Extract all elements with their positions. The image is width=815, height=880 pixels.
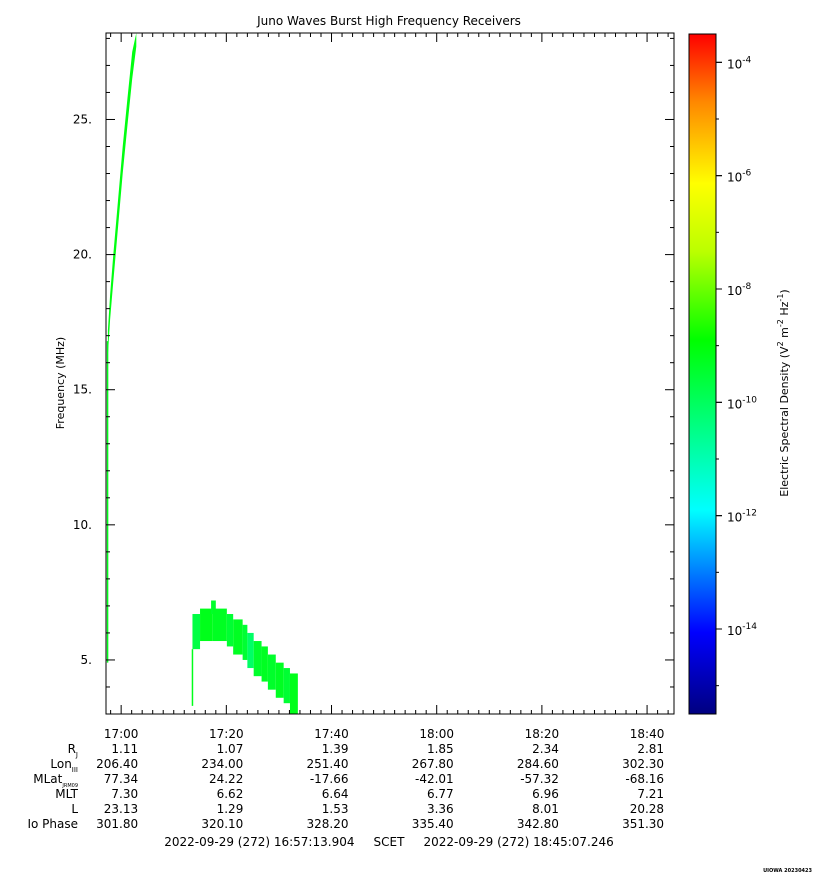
ephemeris-value: 1.29 [217, 802, 244, 816]
y-tick-label: 5. [81, 653, 92, 667]
emission-block-6 [242, 624, 248, 660]
ephemeris-value: 6.64 [322, 787, 349, 801]
emission-block-13 [289, 673, 298, 714]
ephemeris-row-label: MLT [55, 787, 78, 801]
emission-sweep [107, 33, 137, 355]
ephemeris-value: -42.01 [415, 772, 454, 786]
colorbar-label-sup1: 2 [776, 341, 785, 346]
emission-block-0 [192, 614, 201, 650]
ephemeris-value: 23.13 [104, 802, 138, 816]
plot-frame [105, 32, 675, 715]
colorbar-tick-label: 10-4 [727, 55, 752, 71]
colorbar [688, 33, 717, 715]
ephemeris-value: 1.07 [217, 742, 244, 756]
ephemeris-value: -57.32 [520, 772, 559, 786]
ephemeris-value: 302.30 [622, 757, 664, 771]
ephemeris-value: 1.39 [322, 742, 349, 756]
ephemeris-value: 320.10 [201, 817, 243, 831]
y-tick-label: 15. [73, 383, 92, 397]
ephemeris-row-label: MLatJRM09 [33, 772, 78, 789]
ephemeris-value: 1.11 [111, 742, 138, 756]
colorbar-label-mid: m [778, 327, 791, 341]
colorbar-label-mid2: Hz [778, 301, 791, 319]
colorbar-tick-label: 10-12 [727, 509, 757, 525]
x-tick-label: 18:40 [630, 727, 665, 741]
ephemeris-value: 342.80 [517, 817, 559, 831]
x-tick-label: 17:40 [314, 727, 349, 741]
ephemeris-value: -68.16 [625, 772, 664, 786]
emission-block-11 [275, 662, 284, 698]
colorbar-label-sup2: -2 [776, 319, 785, 327]
ephemeris-value: 284.60 [517, 757, 559, 771]
ephemeris-row-label: L [71, 802, 78, 816]
ephemeris-value: 77.34 [104, 772, 138, 786]
ephemeris-value: 1.53 [322, 802, 349, 816]
emission-block-10 [267, 654, 276, 690]
ephemeris-value: 7.30 [111, 787, 138, 801]
colorbar-tick-label: 10-8 [727, 282, 752, 298]
colorbar-tick-label: 10-10 [727, 395, 757, 411]
y-axis-label: Frequency (MHz) [54, 337, 67, 429]
ephemeris-value: 2.34 [532, 742, 559, 756]
ephemeris-value: 7.21 [637, 787, 664, 801]
axes: 5. 10. 15. 20. 25. 17:00 17:20 17:40 18:00 18:20 1… [73, 33, 674, 741]
ephemeris-value: 206.40 [96, 757, 138, 771]
colorbar-label-end: ) [778, 289, 791, 293]
emission-block-5 [233, 619, 243, 655]
y-tick-label: 20. [73, 248, 92, 262]
ephemeris-row-label: RJ [68, 742, 78, 759]
colorbar-label: Electric Spectral Density (V2 m-2 Hz-1) [776, 289, 791, 496]
colorbar-label-start: Electric Spectral Density (V [778, 346, 791, 497]
ephemeris-table: RJ 1.11 1.07 1.39 1.85 2.34 2.81 LonIII 206.40 23… [27, 742, 664, 831]
ephemeris-value: 24.22 [209, 772, 243, 786]
ephemeris-row-label: Io Phase [27, 817, 78, 831]
ephemeris-value: 335.40 [412, 817, 454, 831]
ephemeris-value: 6.96 [532, 787, 559, 801]
emission-block-4 [226, 614, 234, 647]
time-range: 2022-09-29 (272) 16:57:13.904 SCET 2022-… [164, 835, 614, 849]
ephemeris-value: 2.81 [637, 742, 664, 756]
emission-block-1 [200, 608, 213, 642]
y-tick-label: 10. [73, 518, 92, 532]
emission-block-7 [247, 632, 254, 669]
x-tick-label: 18:20 [525, 727, 560, 741]
ephemeris-value: 251.40 [307, 757, 349, 771]
ephemeris-value: 351.30 [622, 817, 664, 831]
colorbar-tick-label: 10-6 [727, 169, 752, 185]
ephemeris-value: -17.66 [310, 772, 349, 786]
y-tick-label: 25. [73, 112, 92, 126]
emission-block-3 [212, 608, 227, 642]
ephemeris-value: 1.85 [427, 742, 454, 756]
emission-block-9 [261, 646, 268, 682]
ephemeris-row-label: LonIII [50, 757, 78, 774]
emission-block-8 [253, 641, 262, 677]
ephemeris-value: 6.77 [427, 787, 454, 801]
chart-title: Juno Waves Burst High Frequency Receiver… [256, 14, 521, 28]
ephemeris-value: 6.62 [217, 787, 244, 801]
ephemeris-value: 234.00 [201, 757, 243, 771]
colorbar-label-sup3: -1 [776, 294, 785, 302]
ephemeris-value: 8.01 [532, 802, 559, 816]
x-tick-label: 18:00 [419, 727, 454, 741]
credit-label: UIOWA 20230423 [763, 868, 812, 874]
x-tick-label: 17:20 [209, 727, 244, 741]
colorbar-tick-label: 10-14 [727, 622, 757, 638]
ephemeris-value: 3.36 [427, 802, 454, 816]
emission-block-12 [283, 668, 290, 704]
colorbar-axis: 10-4 10-6 10-8 10-10 10-12 10-14 [716, 55, 757, 687]
ephemeris-value: 328.20 [307, 817, 349, 831]
x-tick-label: 17:00 [104, 727, 139, 741]
ephemeris-value: 267.80 [412, 757, 454, 771]
ephemeris-value: 301.80 [96, 817, 138, 831]
ephemeris-value: 20.28 [630, 802, 664, 816]
plot-area [106, 33, 298, 714]
emission-block-2 [211, 600, 216, 615]
